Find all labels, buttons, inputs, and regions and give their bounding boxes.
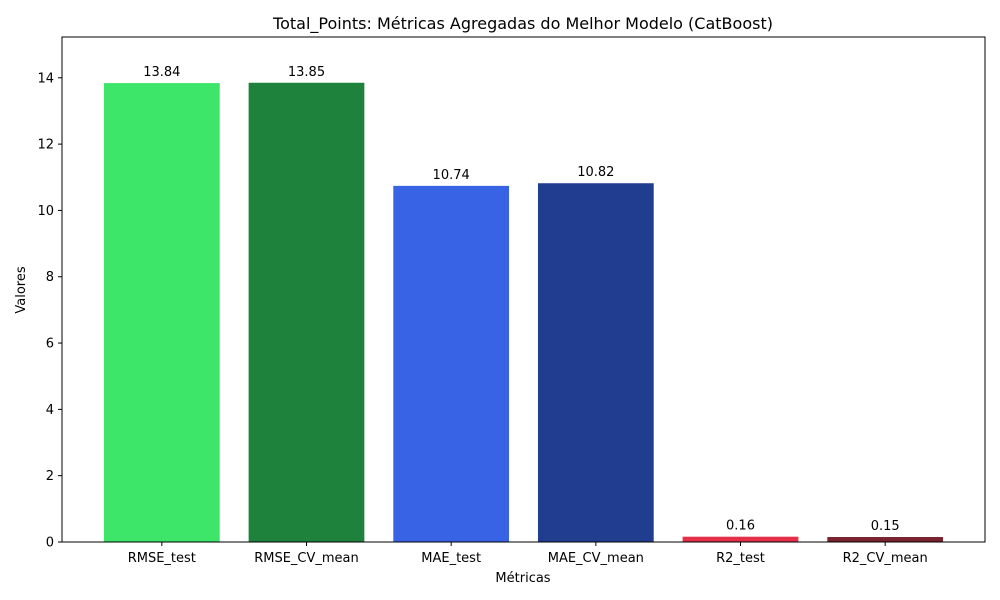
data-label: 10.74 [433,168,470,183]
x-tick-label: RMSE_test [128,551,196,566]
y-tick-label: 4 [46,403,54,418]
x-tick-label: R2_CV_mean [843,551,928,566]
y-tick-label: 14 [37,71,54,86]
x-tick-label: MAE_test [421,551,481,566]
y-tick-label: 10 [37,204,54,219]
bar-rmse-test [104,83,220,542]
chart-title: Total_Points: Métricas Agregadas do Melh… [272,14,773,34]
data-label: 10.82 [577,165,614,180]
x-tick-label: R2_test [716,551,765,566]
y-tick-label: 0 [46,536,54,551]
y-tick-label: 8 [46,270,54,285]
bar-r2-test [683,537,799,542]
data-label: 0.16 [726,519,755,534]
bar-rmse-cv-mean [249,83,365,542]
y-axis-label: Valores [14,266,29,313]
data-label: 13.85 [288,65,325,80]
y-tick-label: 2 [46,469,54,484]
bar-mae-test [393,186,509,542]
x-tick-label: RMSE_CV_mean [254,551,359,566]
bar-mae-cv-mean [538,183,654,542]
x-tick-label: MAE_CV_mean [548,551,644,566]
y-tick-label: 6 [46,337,54,352]
bar-r2-cv-mean [827,537,943,542]
data-label: 13.84 [143,65,180,80]
y-tick-label: 12 [37,138,54,153]
data-label: 0.15 [871,519,900,534]
x-axis-label: Métricas [495,571,550,586]
